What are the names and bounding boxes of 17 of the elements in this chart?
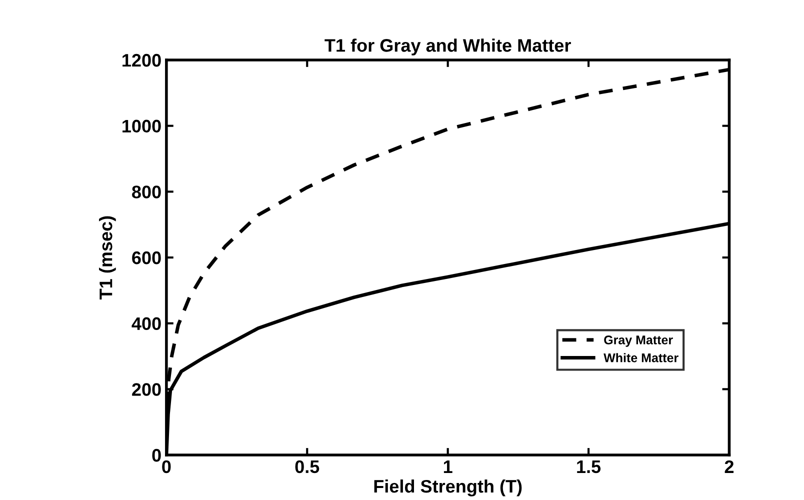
x-tick-label: 1.5 [577,460,601,474]
y-tick-label: 600 [132,251,161,264]
x-axis-title: Field Strength (T) [374,479,522,496]
y-axis-title: T1 (msec) [99,216,116,300]
y-tick-label: 400 [132,317,161,330]
y-tick-label: 1000 [122,120,161,133]
legend-label: Gray Matter [604,336,673,347]
y-tick-label: 1200 [122,54,161,67]
y-tick-label: 200 [132,383,161,396]
x-tick-label: 1 [444,460,452,473]
x-tick-label: 0.5 [295,460,320,474]
chart-title: T1 for Gray and White Matter [324,38,571,56]
x-tick-label: 2 [724,460,734,473]
y-tick-label: 0 [152,448,161,462]
legend-label: White Matter [604,353,678,362]
y-tick-label: 800 [132,186,161,198]
x-tick-label: 0 [162,460,171,474]
